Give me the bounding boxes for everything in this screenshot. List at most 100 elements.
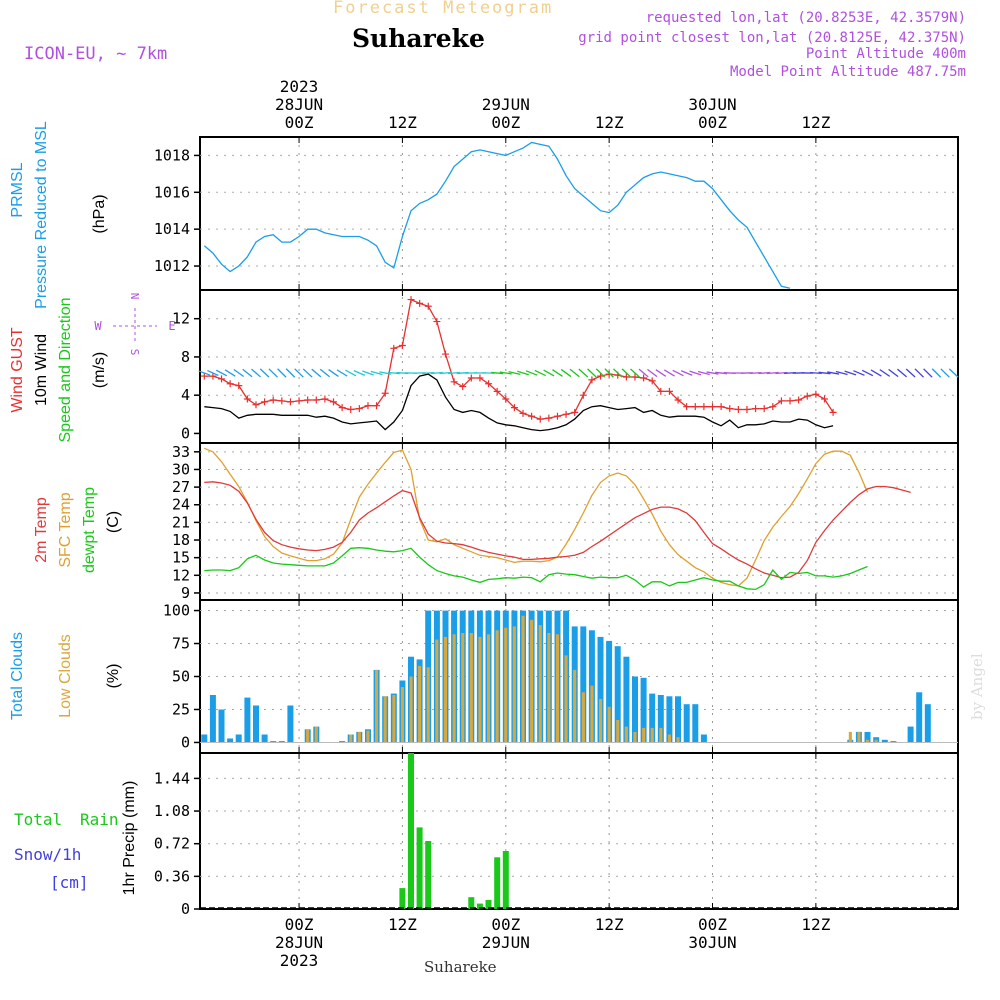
wind-direction-arrow — [242, 368, 253, 378]
total-cloud-bar — [597, 636, 604, 743]
wind-direction-arrow — [319, 368, 331, 378]
low-cloud-bar — [314, 726, 318, 743]
axis-unit-ms: (m/s) — [91, 352, 108, 388]
wind-direction-arrow — [370, 370, 383, 376]
gust-marker — [441, 350, 449, 358]
gust-marker — [691, 403, 699, 411]
total-cloud-bar — [640, 677, 647, 743]
gust-marker — [665, 387, 673, 395]
top-time-label: 00Z — [491, 113, 520, 132]
top-time-label: 12Z — [388, 113, 417, 132]
gust-marker — [381, 389, 389, 397]
gust-marker — [545, 414, 553, 422]
wind-direction-arrow — [311, 368, 322, 378]
gust-marker — [304, 396, 312, 404]
wind-direction-arrow — [931, 368, 942, 378]
y-tick-label: 0 — [181, 424, 190, 442]
top-time-label: 12Z — [595, 113, 624, 132]
total-cloud-bar — [253, 705, 259, 743]
low-cloud-bar — [357, 731, 361, 743]
total-cloud-bar — [700, 734, 707, 743]
gust-marker — [269, 396, 277, 404]
gust-marker — [674, 396, 682, 404]
panel-frame-pressure — [199, 136, 959, 291]
wind-direction-arrow — [207, 369, 219, 377]
gust-marker — [709, 403, 717, 411]
wind-direction-arrow — [379, 371, 392, 375]
total-cloud-bar — [209, 695, 216, 743]
rain-bar — [468, 897, 475, 909]
wind-direction-arrow — [758, 371, 771, 375]
gust-marker — [528, 412, 536, 420]
rain-bar — [408, 753, 414, 909]
bottom-time-label: 00Z — [491, 915, 520, 934]
wind-direction-arrow — [448, 371, 461, 375]
gust-marker — [502, 395, 510, 403]
bottom-date-label: 29JUN — [482, 933, 530, 952]
wind-direction-arrow — [224, 369, 236, 377]
gust-marker — [657, 387, 665, 395]
gust-marker — [786, 397, 794, 405]
gust-marker — [286, 398, 294, 406]
bottom-date-label: 30JUN — [688, 933, 736, 952]
total-cloud-bar — [261, 734, 268, 743]
gust-marker — [261, 398, 269, 406]
supertitle: Forecast Meteogram — [333, 0, 554, 18]
axis-title-wind: 10m Wind — [33, 334, 50, 406]
gust-marker — [338, 404, 346, 412]
low-cloud-bar — [624, 726, 628, 743]
wind-direction-arrow — [888, 368, 899, 378]
gust-marker — [243, 395, 251, 403]
wind-direction-arrow — [835, 370, 848, 376]
low-cloud-bar — [392, 695, 396, 743]
wind-direction-arrow — [809, 372, 822, 374]
low-cloud-bar — [349, 734, 353, 743]
wind-direction-arrow — [905, 368, 916, 378]
wind-direction-arrow — [630, 368, 640, 378]
axis-title-speed-direction: Speed and Direction — [57, 298, 74, 443]
total-cloud-bar — [916, 692, 923, 743]
gust-marker — [795, 396, 803, 404]
low-cloud-bar — [616, 720, 620, 743]
gust-marker — [295, 397, 303, 405]
gust-marker — [485, 380, 493, 388]
gust-marker — [398, 341, 406, 349]
legend-total: Total — [14, 810, 62, 829]
wind-direction-arrow — [870, 369, 882, 377]
top-time-label: 00Z — [698, 113, 727, 132]
total-cloud-bar — [287, 705, 294, 743]
y-tick-label: 0.72 — [154, 835, 190, 853]
gust-marker — [390, 344, 398, 352]
wind-direction-arrow — [268, 368, 278, 378]
low-cloud-bar — [590, 685, 594, 743]
low-cloud-bar — [573, 669, 577, 743]
total-cloud-bar — [907, 726, 914, 743]
rain-bar — [502, 851, 509, 909]
top-date-label: 30JUN — [688, 95, 736, 114]
rain-bar — [485, 899, 492, 909]
top-time-label: 00Z — [285, 113, 314, 132]
wind-direction-arrow — [277, 368, 287, 378]
gust-marker — [347, 406, 355, 414]
wind-direction-arrow — [336, 369, 348, 377]
gust-marker — [416, 299, 424, 307]
low-cloud-bar — [555, 634, 559, 743]
low-cloud-bar — [564, 655, 568, 743]
wind-direction-arrow — [285, 368, 296, 378]
y-tick-label: 30 — [172, 460, 190, 478]
compass-w: W — [94, 319, 102, 333]
wind-direction-arrow — [706, 371, 719, 375]
wind-direction-arrow — [638, 368, 649, 378]
wind-direction-arrow — [655, 369, 667, 377]
total-cloud-bar — [675, 696, 681, 743]
wind-direction-arrow — [940, 368, 950, 378]
axis-title-precip: 1hr Precip (mm) — [121, 781, 138, 896]
gust-marker — [424, 302, 432, 310]
y-tick-label: 33 — [172, 443, 190, 461]
gust-marker — [829, 408, 837, 416]
wind-direction-arrow — [215, 369, 228, 377]
gust-marker — [209, 372, 217, 380]
low-cloud-bar — [504, 627, 508, 743]
y-tick-label: 9 — [181, 584, 190, 602]
gust-marker — [579, 391, 587, 399]
